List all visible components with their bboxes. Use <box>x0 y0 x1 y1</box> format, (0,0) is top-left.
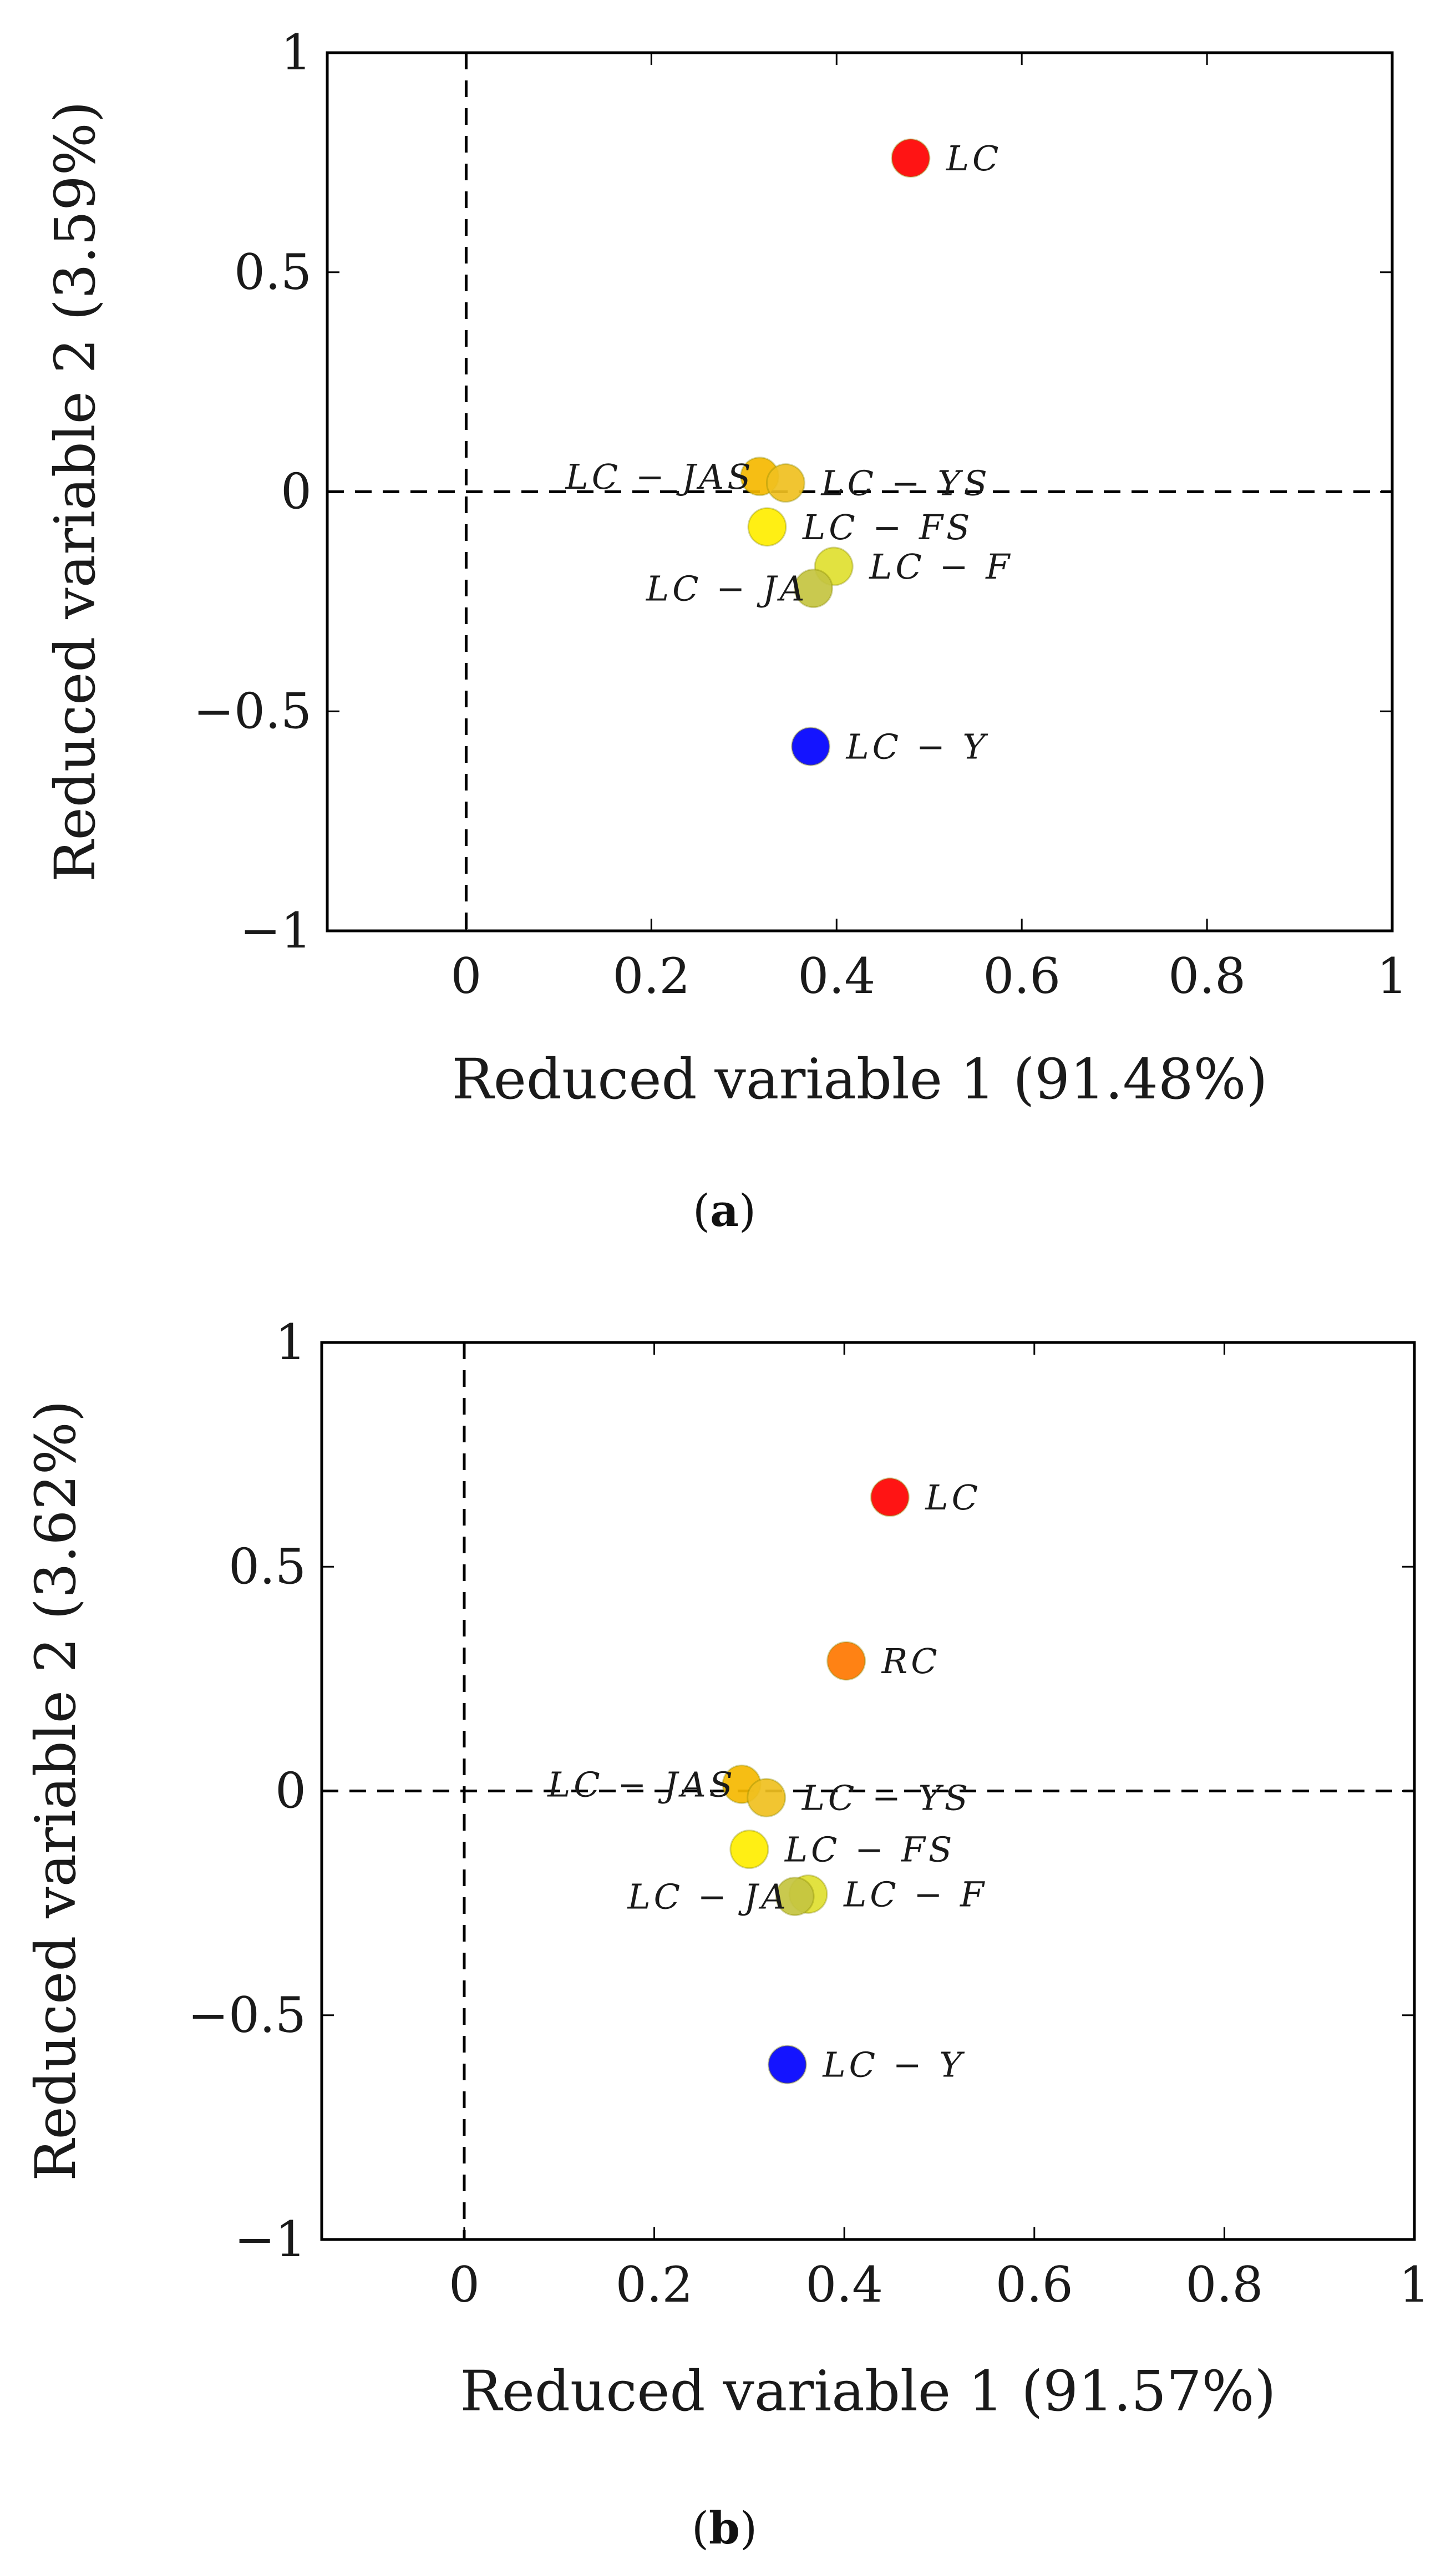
y-tick-label: −1 <box>234 2211 306 2268</box>
point-lc-fs <box>729 1830 769 1869</box>
x-tick-label: 0.4 <box>798 947 875 1005</box>
panel-b-caption-letter: b <box>709 2502 740 2554</box>
y-tick-label: 0 <box>281 463 312 520</box>
panel-b-caption: (b) <box>692 2502 757 2554</box>
point-label-lc: LC <box>946 138 1002 179</box>
y-tick-label: −0.5 <box>187 1987 306 2044</box>
x-tick-label: 0.6 <box>983 947 1061 1005</box>
point-lc-ja <box>794 569 834 609</box>
y-tick-label: −1 <box>240 902 312 959</box>
y-tick-label: 1 <box>281 24 312 81</box>
x-tick-label: 0 <box>449 2256 480 2313</box>
point-label-lc-ja: LC − JA <box>646 569 808 609</box>
point-lc-y <box>791 727 831 767</box>
panel-b-y-ticks: −1 −0.5 0 0.5 1 <box>187 1314 1414 2268</box>
x-tick-label: 0.6 <box>996 2256 1073 2313</box>
panel-b-caption-open: ( <box>692 2502 709 2554</box>
point-lc-ys <box>747 1778 787 1818</box>
y-tick-label: 1 <box>275 1314 306 1371</box>
panel-a-caption-open: ( <box>693 1185 710 1237</box>
x-tick-label: 0 <box>450 947 481 1005</box>
y-tick-label: 0.5 <box>229 1538 306 1595</box>
point-lc-fs <box>747 507 787 547</box>
point-lc-ys <box>765 463 805 503</box>
x-tick-label: 0.4 <box>805 2256 883 2313</box>
point-label-lc-ys: LC − YS <box>801 1778 971 1818</box>
point-label-lc-ja: LC − JA <box>627 1876 789 1917</box>
point-label-lc-f: LC − F <box>843 1874 987 1914</box>
point-label-lc-jas: LC − JAS <box>565 457 754 497</box>
x-tick-label: 1 <box>1399 2256 1430 2313</box>
panel-a-y-ticks: −1 −0.5 0 0.5 1 <box>193 24 1392 959</box>
panel-b-x-axis-title: Reduced variable 1 (91.57%) <box>460 2359 1276 2424</box>
x-tick-label: 0.2 <box>612 947 690 1005</box>
x-tick-label: 0.8 <box>1168 947 1246 1005</box>
point-label-lc-fs: LC − FS <box>784 1830 955 1870</box>
panel-b-caption-close: ) <box>740 2502 757 2554</box>
point-label-rc: RC <box>881 1641 941 1681</box>
point-label-lc-fs: LC − FS <box>802 507 973 548</box>
panel-a-y-axis-title: Reduced variable 2 (3.59%) <box>43 101 108 881</box>
point-lc <box>891 138 931 178</box>
point-label-lc-y: LC − Y <box>846 727 989 767</box>
point-lc-y <box>767 2045 807 2085</box>
panel-a-caption-close: ) <box>739 1185 756 1237</box>
panel-b-x-ticks: 0 0.2 0.4 0.6 0.8 1 <box>449 1342 1430 2313</box>
panel-a-x-ticks: 0 0.2 0.4 0.6 0.8 1 <box>450 53 1408 1005</box>
x-tick-label: 0.2 <box>616 2256 693 2313</box>
y-tick-label: 0.5 <box>234 244 312 301</box>
y-tick-label: 0 <box>275 1762 306 1820</box>
panel-b-y-axis-title: Reduced variable 2 (3.62%) <box>23 1400 88 2181</box>
x-tick-label: 1 <box>1377 947 1408 1005</box>
point-label-lc: LC <box>925 1477 981 1518</box>
point-label-lc-f: LC − F <box>869 546 1013 587</box>
point-label-lc-ys: LC − YS <box>820 463 990 504</box>
panel-a-x-axis-title: Reduced variable 1 (91.48%) <box>451 1047 1267 1112</box>
point-rc <box>826 1641 866 1681</box>
panel-a: 0 0.2 0.4 0.6 0.8 1 −1 −0.5 0 0.5 1 LC LC − JAS LC … <box>43 24 1408 1237</box>
point-lc-ja <box>775 1876 815 1916</box>
x-tick-label: 0.8 <box>1185 2256 1263 2313</box>
panel-a-caption-letter: a <box>710 1184 739 1237</box>
panel-a-caption: (a) <box>693 1184 756 1237</box>
point-label-lc-jas: LC − JAS <box>547 1764 736 1805</box>
point-lc <box>870 1477 910 1517</box>
y-tick-label: −0.5 <box>193 682 312 739</box>
point-label-lc-y: LC − Y <box>822 2045 965 2085</box>
